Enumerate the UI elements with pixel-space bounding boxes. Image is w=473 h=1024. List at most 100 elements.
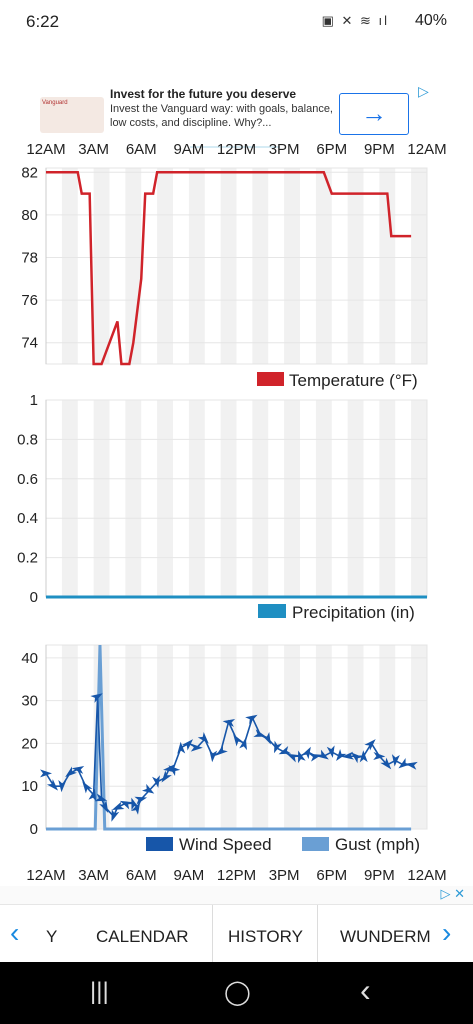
wind-arrow-head [380,757,392,770]
wind-arrow-head [326,745,335,758]
wind-arrow-head [233,734,244,747]
ad-divider [190,146,280,148]
time-band [411,400,427,597]
y-tick-label: 74 [21,335,38,352]
wind-arrow-head [245,714,258,725]
wind-arrow-head [364,739,376,751]
time-band [93,168,110,364]
time-band [411,168,427,364]
time-band [347,400,364,597]
time-band [220,400,237,597]
time-band [284,645,300,829]
time-band [284,168,300,364]
wind-direction-arrow [391,754,400,767]
ad-title[interactable]: Invest for the future you deserve [110,87,297,101]
adchoices-close-icon[interactable]: ▷ ✕ [440,886,465,901]
wind-direction-arrow [364,739,376,751]
back-icon[interactable]: ‹ [360,972,371,1008]
wind-direction-arrow [359,750,368,763]
tab-partial-left[interactable]: Y [46,927,58,946]
tab-scroll-left-icon[interactable]: ‹ [10,917,20,948]
home-icon[interactable]: ◯ [224,979,251,1006]
time-axis-label-bottom: 9AM [173,867,204,884]
tab-scroll-right-icon[interactable]: › [442,917,452,948]
tab-wundermap[interactable]: WUNDERM [340,927,430,946]
time-band [315,645,332,829]
wind-direction-arrow [316,749,329,760]
wind-direction-arrow [341,751,355,760]
legend-swatch-temperature [257,372,284,386]
wind-arrow-head [130,802,141,815]
time-axis-label-bottom: 6AM [126,867,157,884]
wind-direction-arrow [111,809,120,822]
time-band [379,168,396,364]
gust-line [46,644,412,831]
ad-thumbnail[interactable]: Vanguard [40,97,104,133]
time-band [61,400,78,597]
wind-direction-arrow [46,779,59,791]
wind-arrow-head [373,752,386,761]
arrow-right-icon: → [361,98,387,128]
y-tick-label: 78 [21,249,38,266]
wind-direction-arrow [58,779,67,793]
time-axis-label-top: 9PM [364,141,395,158]
status-bar: 6:22 ▣ ✕ ≋ ıl 40% [0,0,473,40]
tab-bar: ‹ Y CALENDAR HISTORY WUNDERM › [0,904,473,963]
legend-label-gust: Gust (mph) [335,835,420,854]
wind-direction-arrow [190,743,203,752]
wind-direction-arrow [351,752,363,764]
time-axis-label-top: 6AM [126,141,157,158]
wind-arrow-head [341,751,355,760]
status-icons: ▣ ✕ ≋ ıl [321,13,389,28]
tab-calendar[interactable]: CALENDAR [96,927,189,946]
recents-icon[interactable]: ||| [90,978,109,1005]
time-axis-label-bottom: 3AM [78,867,109,884]
android-nav-bar: ||| ◯ ‹ [0,962,473,1024]
time-band [157,645,173,829]
wind-direction-arrow [71,765,85,774]
time-band [315,168,332,364]
wind-direction-arrow [262,731,271,745]
temperature-line [46,171,412,366]
wind-direction-arrow [82,781,93,794]
ad-cta-button[interactable]: → [339,93,409,135]
wind-arrow-head [58,779,67,793]
adchoices-icon[interactable]: ▷ [418,83,429,99]
wind-arrow-head [168,765,181,777]
time-axis-label-bottom: 12AM [26,867,65,884]
wind-direction-arrow [215,745,228,756]
wind-arrow-head [161,770,172,783]
wind-direction-arrow [398,758,411,769]
wind-arrow-head [46,779,59,791]
bottom-ad-strip[interactable]: ▷ ✕ [0,886,473,906]
tab-history-active[interactable] [212,905,318,963]
wind-arrow-head [253,729,267,737]
wind-arrow-head [286,753,300,763]
wind-direction-arrow [65,766,77,778]
y-tick-label: 82 [21,164,38,181]
top-ad-banner[interactable]: Vanguard Invest for the future you deser… [0,40,473,148]
time-band [93,400,110,597]
wind-arrow-head [222,719,236,727]
battery-level: 40% [414,12,447,29]
legend-swatch-precipitation [258,604,286,618]
y-tick-label: 30 [21,693,38,710]
wind-direction-arrow [88,788,97,802]
wind-arrow-head [278,746,292,755]
time-band [157,168,173,364]
time-band [220,645,237,829]
time-band [157,400,173,597]
wind-direction-arrow [90,693,103,703]
wind-direction-arrow [245,714,258,725]
y-tick-label: 80 [21,207,38,224]
wind-arrow-head [336,749,347,762]
tab-history[interactable]: HISTORY [228,927,303,946]
legend-swatch-wind [146,837,173,851]
wind-direction-arrow [336,749,347,762]
wind-direction-arrow [209,749,218,763]
wind-direction-arrow [141,783,155,794]
time-band [220,168,237,364]
wind-arrow-head [181,739,194,751]
time-band [284,400,300,597]
wind-direction-arrow [301,746,311,760]
